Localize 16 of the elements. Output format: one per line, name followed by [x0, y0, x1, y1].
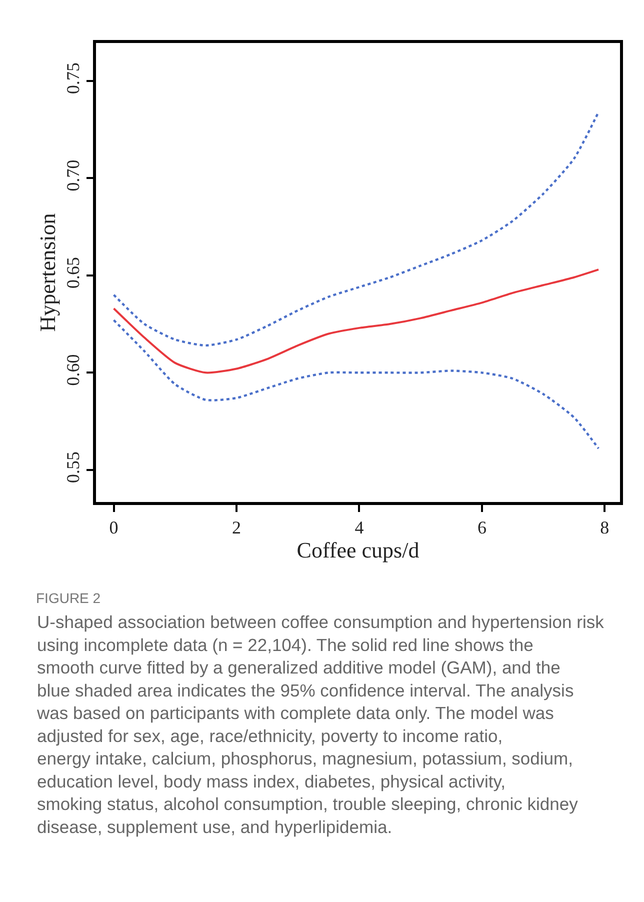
- x-tick-label: 4: [354, 517, 364, 538]
- x-tick-label: 6: [477, 517, 486, 538]
- x-axis-title: Coffee cups/d: [296, 537, 420, 562]
- y-tick-label: 0.55: [63, 451, 84, 483]
- caption: FIGURE 2: [36, 590, 101, 606]
- y-axis-title: Hypertension: [34, 213, 60, 332]
- x-tick-label: 8: [600, 517, 610, 538]
- line-series: [112, 268, 600, 374]
- y-tick-label: 0.75: [63, 62, 84, 94]
- x-tick-label: 2: [232, 517, 242, 538]
- line-series: [112, 319, 600, 450]
- y-tick-label: 0.60: [63, 354, 84, 386]
- text: U-shaped association between coffee consumption and hypertension risk using incomplete data (n = 22,104). The solid red line shows the smooth curve fitted by a generalized additive model (GAM), and the blue shaded area indicates the 95% confidence interval. The analysis was based on participants with complete data only. The model was adjusted for sex, age, race/ethnicity, poverty to income ratio, energy intake, calcium, phosphorus, magnesium, potassium, sodium, education level, body mass index, diabetes, physical activity, smoking status, alcohol consumption, trouble sleeping, chronic kidney disease, supplement use, and hyperlipidemia.: [37, 612, 604, 837]
- x-tick-label: 0: [109, 517, 118, 538]
- y-tick-label: 0.70: [63, 160, 84, 192]
- y-tick-label: 0.65: [63, 256, 84, 288]
